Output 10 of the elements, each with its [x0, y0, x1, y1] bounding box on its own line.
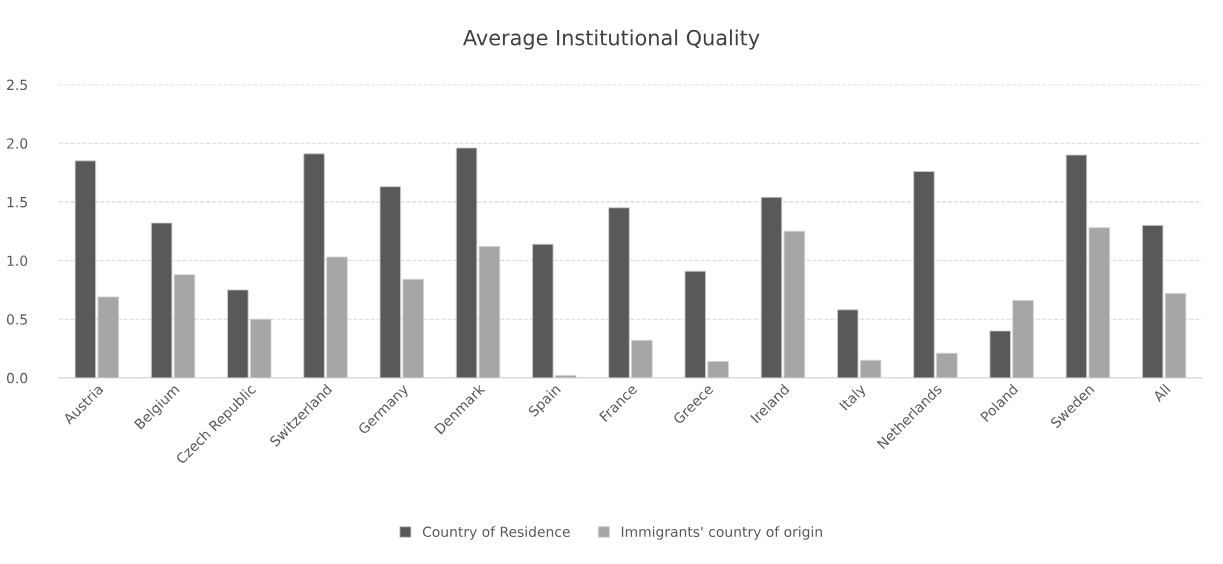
y-tick-label: 2.5 [7, 79, 27, 91]
y-tick-label: 0.0 [6, 372, 28, 384]
legend-label: Country of Residence [422, 526, 570, 540]
y-tick-label: 1.5 [7, 197, 27, 208]
y-tick-label: 2.0 [7, 138, 28, 149]
x-tick-label: All [1151, 383, 1171, 403]
y-tick-label: 0.5 [6, 314, 27, 325]
y-tick-label: 1.0 [7, 255, 28, 267]
legend-label: Immigrants' country of origin [621, 526, 822, 540]
chart-title: Average Institutional Quality [463, 29, 760, 50]
